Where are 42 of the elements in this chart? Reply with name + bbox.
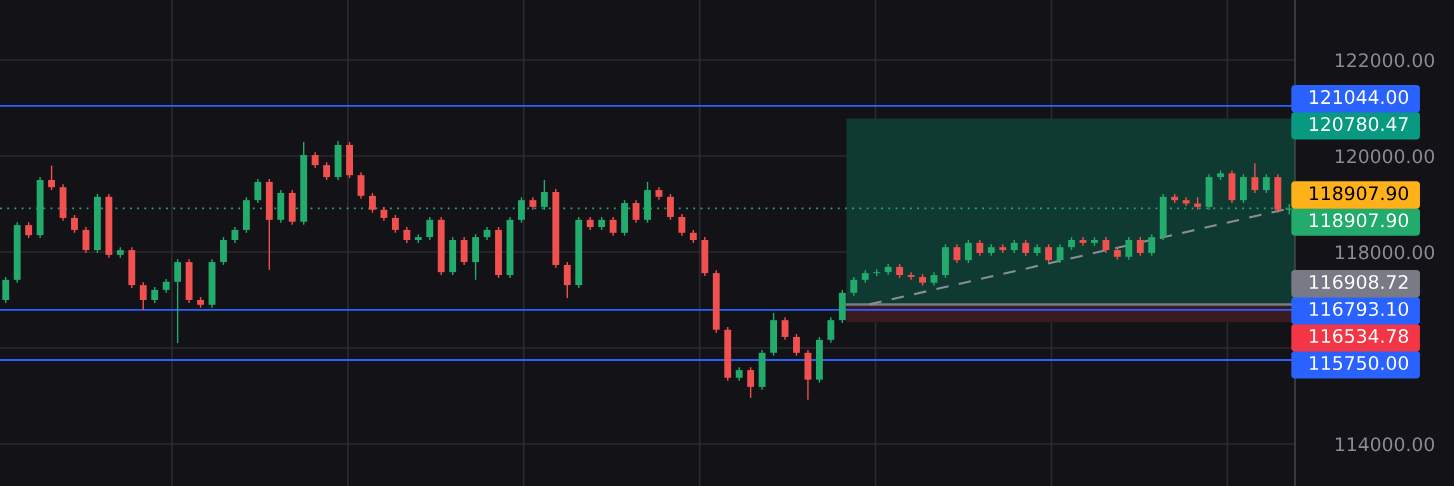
candlestick <box>369 192 376 214</box>
candlestick <box>563 261 571 299</box>
candlestick <box>953 243 961 264</box>
candlestick <box>609 216 617 237</box>
candlestick <box>1262 173 1270 194</box>
ref-line-label: 118907.90 <box>1309 213 1409 228</box>
candlestick <box>220 236 227 266</box>
candlestick <box>1045 243 1053 264</box>
y-tick-label: 120000.00 <box>1335 149 1435 164</box>
candlestick <box>678 213 686 237</box>
candlestick <box>964 239 972 264</box>
band-label: 116534.78 <box>1309 328 1409 344</box>
ref-line-label: 115750.00 <box>1309 355 1409 371</box>
candlestick <box>793 333 800 357</box>
candlestick <box>426 216 434 241</box>
candlestick <box>850 276 858 297</box>
candlestick <box>1079 236 1087 247</box>
ref-line-label: 121044.00 <box>1309 89 1409 105</box>
candlestick <box>254 178 262 204</box>
band-label: 120780.47 <box>1309 116 1408 132</box>
ref-line-label: 116793.10 <box>1309 301 1409 317</box>
ref-line-label: 116908.72 <box>1309 274 1408 290</box>
y-tick-label: 114000.00 <box>1335 437 1435 452</box>
candlestick <box>1056 243 1064 264</box>
candlestick <box>2 276 10 304</box>
candlestick <box>518 196 525 224</box>
y-tick-label: 122000.00 <box>1335 53 1435 68</box>
candlestick <box>907 271 915 281</box>
y-tick-label: 118000.00 <box>1335 245 1435 260</box>
candlestick <box>827 316 835 344</box>
text: 118907.90 <box>1309 186 1409 201</box>
candlestick <box>174 258 182 344</box>
candlestick <box>1125 236 1133 261</box>
candlestick <box>747 366 755 399</box>
candlestick <box>666 193 674 221</box>
candlestick <box>139 281 147 311</box>
candlestick <box>460 236 468 266</box>
candlestick <box>48 164 56 191</box>
candlestick <box>1251 162 1259 194</box>
candlestick <box>1136 236 1144 257</box>
candlestick <box>1239 173 1247 204</box>
candlestick <box>1148 233 1156 257</box>
